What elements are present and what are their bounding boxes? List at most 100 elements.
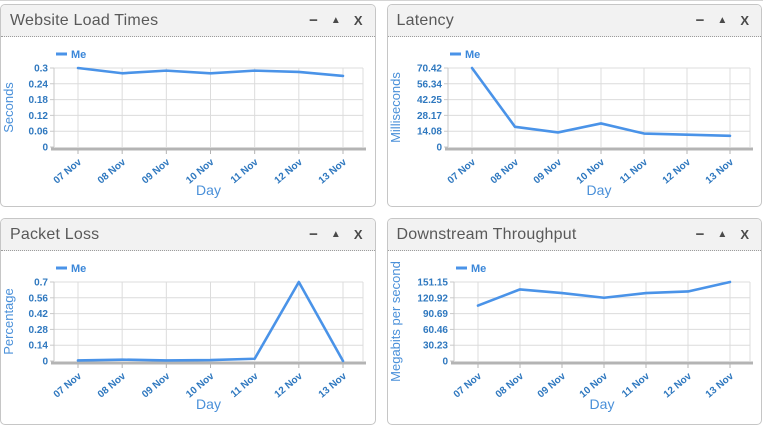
data-series-line [476, 280, 731, 307]
chart-packet-loss: 0 0.14 0.28 0.42 0.56 0.7 07 Nov 08 Nov 09 Nov 10… [1, 251, 375, 424]
x-tick-label: 09 Nov [140, 371, 173, 401]
x-tick-label: 13 Nov [703, 371, 736, 401]
x-axis-title: Day [196, 182, 221, 198]
data-series-line [76, 280, 345, 363]
y-tick-label: 0.12 [29, 111, 49, 122]
x-tick-label: 08 Nov [488, 157, 521, 187]
x-tick-label: 09 Nov [531, 157, 564, 187]
panel-website-load-times: Website Load Times − ▲ X 0 0.06 0.12 0.18 0.… [0, 4, 376, 207]
legend-label: Me [71, 49, 86, 61]
x-tick-label: 08 Nov [96, 157, 129, 187]
x-tick-label: 12 Nov [273, 371, 306, 401]
x-tick-label: 08 Nov [96, 371, 129, 401]
line-chart-svg: 0 30.23 60.46 90.69 120.92 151.15 07 Nov 08 Nov… [388, 261, 753, 412]
y-tick-label: 0 [42, 143, 48, 154]
x-tick-label: 07 Nov [451, 371, 484, 401]
collapse-icon[interactable]: ▲ [330, 14, 341, 26]
close-icon[interactable]: X [353, 227, 363, 242]
y-tick-label: 42.25 [416, 95, 441, 106]
x-tick-label: 09 Nov [140, 157, 173, 187]
legend-label: Me [471, 263, 486, 275]
window-controls: − ▲ X [696, 227, 749, 242]
y-axis-title: Seconds [1, 82, 16, 133]
legend-label: Me [71, 263, 86, 275]
x-tick-label: 11 Nov [620, 371, 652, 400]
x-tick-label: 13 Nov [317, 157, 350, 187]
x-tick-label: 13 Nov [317, 371, 350, 401]
minimize-icon[interactable]: − [695, 12, 705, 29]
data-series-line [76, 66, 345, 78]
minimize-icon[interactable]: − [309, 226, 318, 243]
data-series-line [470, 66, 731, 138]
panel-header: Packet Loss − ▲ X [1, 219, 375, 251]
x-tick-label: 13 Nov [703, 157, 736, 187]
y-tick-label: 30.23 [422, 341, 447, 352]
x-tick-label: 11 Nov [229, 157, 261, 186]
panel-packet-loss: Packet Loss − ▲ X 0 0.14 0.28 0.42 0.56 0.7 07… [0, 218, 376, 425]
y-tick-label: 120.92 [417, 293, 448, 304]
x-tick-label: 09 Nov [535, 371, 568, 401]
y-axis-title: Percentage [1, 288, 16, 355]
y-tick-label: 0 [442, 357, 448, 368]
chart-website-load-times: 0 0.06 0.12 0.18 0.24 0.3 07 Nov 08 Nov 09 Nov 10… [1, 37, 375, 206]
y-tick-label: 151.15 [417, 278, 448, 289]
x-axis-title: Day [589, 396, 614, 412]
y-tick-label: 90.69 [422, 309, 447, 320]
x-tick-label: 11 Nov [229, 371, 261, 400]
x-tick-label: 12 Nov [660, 157, 693, 187]
y-tick-label: 0.06 [29, 127, 49, 138]
x-tick-label: 11 Nov [618, 157, 650, 186]
y-tick-label: 0.7 [34, 278, 48, 289]
panel-title: Packet Loss [10, 225, 100, 243]
y-tick-label: 14.08 [416, 127, 441, 138]
window-controls: − ▲ X [309, 13, 362, 28]
y-tick-label: 0.14 [29, 341, 49, 352]
close-icon[interactable]: X [353, 13, 363, 28]
y-tick-label: 56.34 [416, 79, 441, 90]
x-tick-label: 07 Nov [445, 157, 478, 187]
panel-latency: Latency − ▲ X 0 14.08 28.17 42.25 56.34 70.42… [386, 4, 762, 207]
window-controls: − ▲ X [309, 227, 362, 242]
y-tick-label: 0.28 [29, 325, 49, 336]
chart-downstream-throughput: 0 30.23 60.46 90.69 120.92 151.15 07 Nov 08 Nov… [388, 251, 762, 424]
panel-title: Downstream Throughput [396, 225, 577, 243]
line-chart-svg: 00.140.280.420.560.707 Nov 08 Nov 09 Nov 10… [1, 263, 366, 412]
x-axis-title: Day [586, 182, 611, 198]
y-tick-label: 60.46 [422, 325, 447, 336]
close-icon[interactable]: X [740, 227, 749, 242]
y-tick-label: 0.18 [29, 95, 49, 106]
x-tick-label: 07 Nov [52, 157, 85, 187]
x-tick-label: 12 Nov [273, 157, 306, 187]
panel-title: Latency [396, 11, 454, 29]
close-icon[interactable]: X [740, 13, 749, 28]
line-chart-svg: 00.060.120.180.240.307 Nov 08 Nov 09 Nov 10… [1, 49, 366, 198]
panel-header: Website Load Times − ▲ X [1, 5, 375, 37]
minimize-icon[interactable]: − [309, 12, 318, 29]
y-axis-title: Milliseconds [388, 72, 403, 143]
chart-latency: 0 14.08 28.17 42.25 56.34 70.42 07 Nov 08 Nov 09… [388, 37, 762, 206]
y-axis-title: Megabits per second [388, 261, 403, 382]
legend-label: Me [465, 49, 480, 61]
y-tick-label: 28.17 [416, 111, 441, 122]
y-tick-label: 0.3 [34, 64, 48, 75]
collapse-icon[interactable]: ▲ [717, 228, 728, 240]
x-tick-label: 12 Nov [661, 371, 694, 401]
y-tick-label: 70.42 [416, 64, 441, 75]
panel-downstream-throughput: Downstream Throughput − ▲ X 0 30.23 60.46 9… [386, 218, 762, 425]
y-tick-label: 0.56 [29, 293, 49, 304]
x-axis-title: Day [196, 396, 221, 412]
y-tick-label: 0.42 [29, 309, 49, 320]
x-tick-label: 07 Nov [52, 371, 85, 401]
collapse-icon[interactable]: ▲ [330, 228, 341, 240]
collapse-icon[interactable]: ▲ [717, 14, 728, 26]
y-tick-label: 0.24 [29, 79, 49, 90]
y-tick-label: 0 [42, 357, 48, 368]
panel-header: Downstream Throughput − ▲ X [387, 219, 761, 251]
x-tick-label: 08 Nov [493, 371, 526, 401]
line-chart-svg: 0 14.08 28.17 42.25 56.34 70.42 07 Nov 08 Nov 09… [388, 49, 753, 198]
y-tick-label: 0 [436, 143, 442, 154]
dashboard: Website Load Times − ▲ X 0 0.06 0.12 0.18 0.… [0, 0, 763, 425]
window-controls: − ▲ X [696, 13, 749, 28]
panel-title: Website Load Times [10, 11, 159, 29]
minimize-icon[interactable]: − [695, 226, 705, 243]
